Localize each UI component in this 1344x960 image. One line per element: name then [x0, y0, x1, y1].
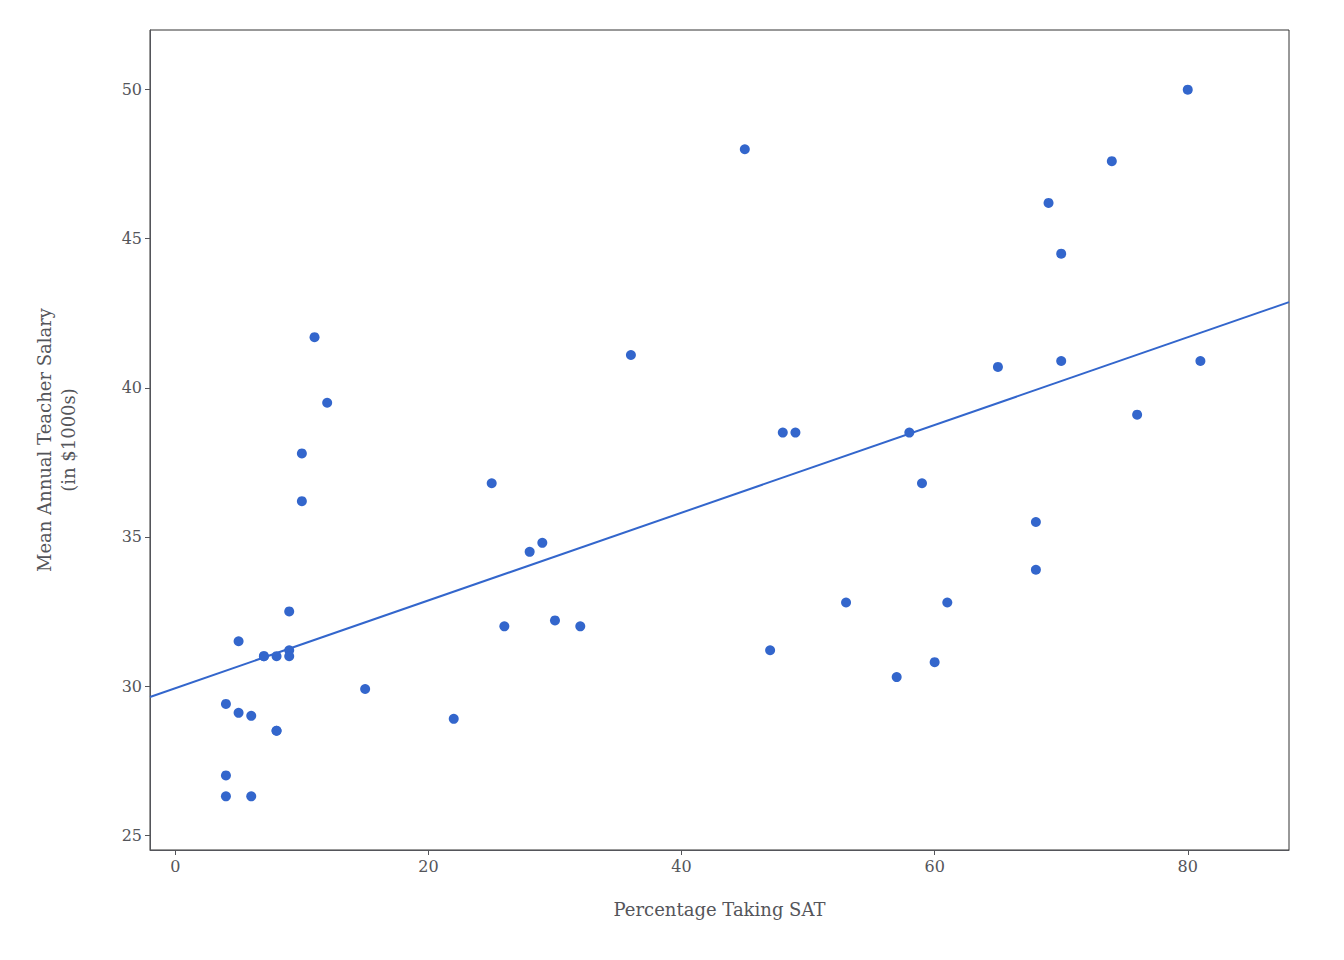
svg-text:40: 40 [122, 378, 142, 397]
svg-text:50: 50 [122, 80, 142, 99]
svg-text:40: 40 [671, 857, 691, 876]
svg-text:80: 80 [1178, 857, 1198, 876]
svg-text:30: 30 [122, 677, 142, 696]
svg-text:(in $1000s): (in $1000s) [58, 388, 79, 492]
svg-text:Mean Annual Teacher Salary: Mean Annual Teacher Salary [34, 307, 55, 572]
svg-text:45: 45 [122, 229, 142, 248]
svg-text:60: 60 [924, 857, 944, 876]
svg-text:20: 20 [418, 857, 438, 876]
svg-text:25: 25 [122, 826, 142, 845]
svg-text:0: 0 [170, 857, 180, 876]
svg-text:Percentage Taking SAT: Percentage Taking SAT [614, 899, 826, 920]
svg-text:35: 35 [122, 527, 142, 546]
